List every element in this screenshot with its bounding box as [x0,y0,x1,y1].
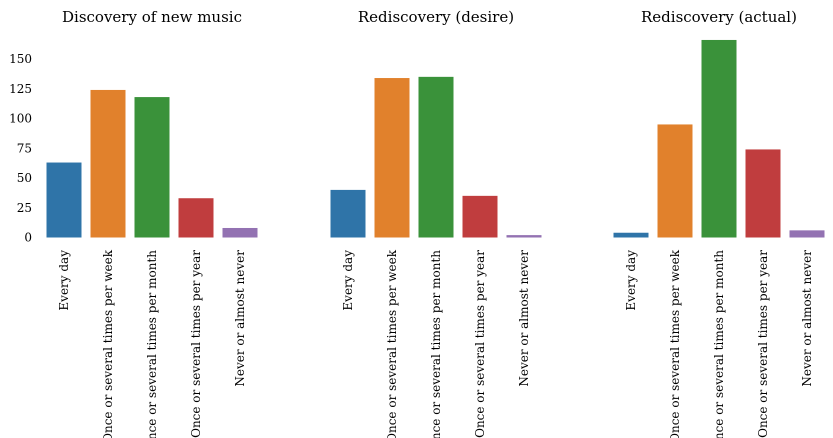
bar [46,162,82,238]
bar [90,89,126,238]
x-tick-label: Once or several times per month [145,250,159,438]
y-tick-label: 25 [17,201,32,215]
y-tick-label: 0 [24,231,32,245]
subplot-3: Rediscovery (actual) Every day Once or sev… [613,8,825,438]
bar [613,232,649,238]
x-tick-label: Never or almost never [517,250,531,387]
bar [418,76,454,238]
x-tick-label: Once or several times per year [473,250,487,438]
x-tick-label: Once or several times per year [756,250,770,438]
x-tick-label: Once or several times per week [101,249,115,438]
bar [462,195,498,238]
bar [789,230,825,238]
y-tick-label: 50 [17,171,32,185]
bar [701,39,737,238]
bar [657,124,693,238]
bar [330,189,366,238]
y-tick-label: 150 [9,52,32,66]
subplot-title: Rediscovery (actual) [641,8,797,26]
y-tick-label: 75 [17,141,32,155]
x-tick-label: Every day [341,250,355,311]
subplot-title: Discovery of new music [62,8,242,26]
y-tick-label: 125 [9,82,32,96]
x-tick-label: Once or several times per week [668,249,682,438]
bar [374,78,410,238]
x-tick-label: Once or several times per month [429,250,443,438]
subplot-2: Rediscovery (desire) Every day Once or sev… [330,8,542,438]
x-tick-label: Once or several times per year [189,250,203,438]
x-tick-label: Never or almost never [233,250,247,387]
x-tick-label: Once or several times per month [712,250,726,438]
bar [178,198,214,238]
bar [222,227,258,238]
x-tick-label: Never or almost never [800,250,814,387]
x-tick-label: Every day [57,250,71,311]
x-tick-label: Every day [624,250,638,311]
subplot-1: Discovery of new music Every day Once or s… [46,8,258,438]
bar [506,235,542,238]
bar [745,149,781,238]
x-tick-label: Once or several times per week [385,249,399,438]
bar [134,97,170,238]
subplot-title: Rediscovery (desire) [358,8,514,26]
y-tick-label: 100 [9,112,32,126]
